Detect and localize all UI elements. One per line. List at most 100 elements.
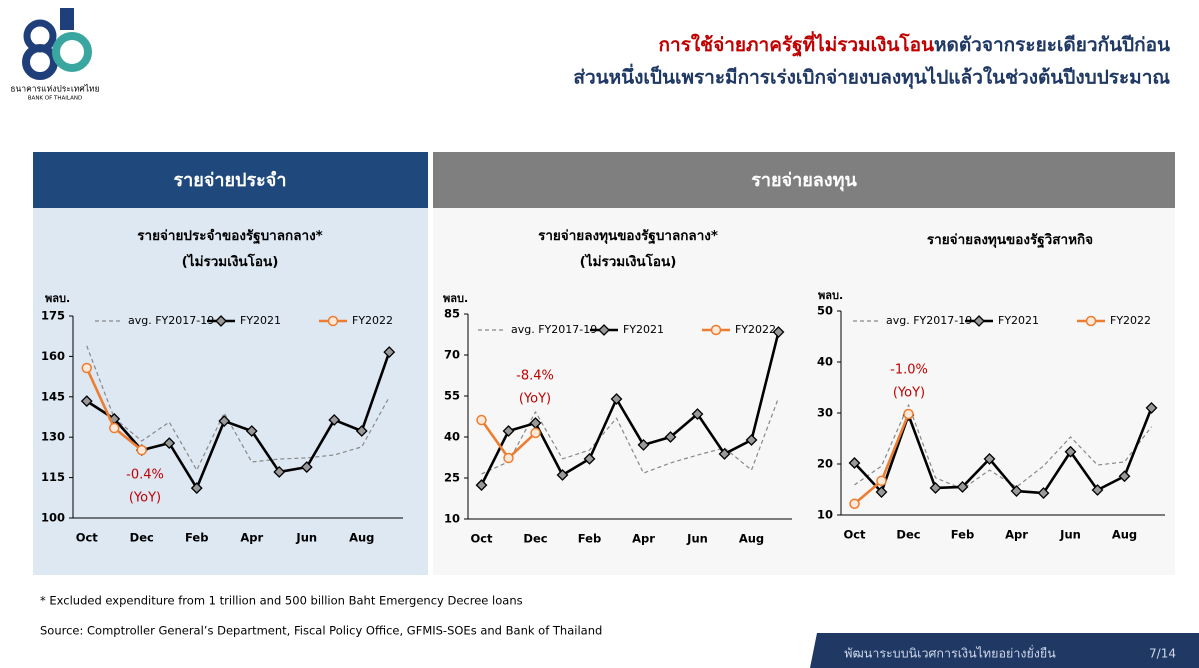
chart-title: รายจ่ายลงทุนของรัฐวิสาหกิจ bbox=[927, 232, 1093, 249]
y-axis-label: พลบ. bbox=[45, 292, 70, 305]
chart-title: รายจ่ายประจำของรัฐบาลกลาง* bbox=[137, 228, 322, 245]
title-red: การใช้จ่ายภาครัฐที่ไม่รวมเงินโอน bbox=[659, 31, 934, 58]
source: Source: Comptroller General’s Department… bbox=[40, 624, 602, 638]
y-tick-label: 10 bbox=[817, 508, 833, 522]
x-tick-label: Dec bbox=[130, 531, 154, 545]
y-tick-label: 40 bbox=[817, 355, 833, 369]
x-tick-label: Apr bbox=[240, 531, 263, 545]
marker bbox=[956, 481, 969, 493]
marker bbox=[109, 422, 120, 434]
logo-subtext: BANK OF THAILAND bbox=[28, 96, 82, 102]
marker bbox=[81, 362, 92, 374]
y-axis-label: พลบ. bbox=[443, 292, 468, 305]
panel-bg bbox=[433, 208, 1175, 575]
marker bbox=[556, 469, 569, 481]
x-tick-label: Dec bbox=[896, 528, 920, 542]
series-line bbox=[854, 404, 1152, 490]
panel-title: รายจ่ายลงทุน bbox=[751, 170, 857, 192]
y-tick-label: 20 bbox=[817, 457, 833, 471]
legend-marker bbox=[215, 315, 227, 327]
annotation: (YoY) bbox=[129, 491, 161, 506]
y-tick-label: 175 bbox=[41, 309, 65, 323]
y-tick-label: 30 bbox=[817, 406, 833, 420]
marker bbox=[1145, 401, 1158, 414]
marker bbox=[610, 393, 623, 405]
slide-subtitle: ส่วนหนึ่งเป็นเพราะมีการเร่งเบิกจ่ายงบลงท… bbox=[573, 64, 1170, 90]
marker bbox=[502, 425, 515, 437]
legend-label: FY2021 bbox=[240, 314, 281, 327]
x-tick-label: Aug bbox=[349, 531, 374, 545]
legend-label: avg. FY2017-19 bbox=[886, 314, 972, 327]
legend-label: avg. FY2017-19 bbox=[128, 314, 214, 327]
legend-marker bbox=[710, 324, 722, 336]
x-tick-label: Apr bbox=[1005, 528, 1028, 542]
marker bbox=[1010, 485, 1023, 497]
legend-marker bbox=[598, 324, 610, 336]
x-tick-label: Dec bbox=[523, 532, 547, 546]
x-tick-label: Oct bbox=[843, 528, 866, 542]
y-tick-label: 115 bbox=[41, 470, 65, 484]
footer-slogan: พัฒนาระบบนิเวศการเงินไทยอย่างยั่งยืน bbox=[844, 645, 1056, 661]
y-tick-label: 160 bbox=[41, 349, 65, 363]
legend-marker bbox=[1085, 315, 1097, 327]
logo-text: ธนาคารแห่งประเทศไทย bbox=[10, 84, 99, 95]
legend-label: FY2021 bbox=[998, 314, 1039, 327]
legend-label: FY2022 bbox=[1110, 314, 1151, 327]
slide-title: การใช้จ่ายภาครัฐที่ไม่รวมเงินโอนหดตัวจาก… bbox=[659, 31, 1170, 58]
marker bbox=[664, 431, 677, 443]
marker bbox=[637, 439, 650, 451]
annotation: (YoY) bbox=[893, 386, 925, 401]
footnote: * Excluded expenditure from 1 trillion a… bbox=[40, 594, 523, 608]
marker bbox=[903, 408, 914, 420]
marker bbox=[848, 457, 861, 469]
marker bbox=[80, 395, 93, 408]
series-line bbox=[481, 397, 780, 475]
marker bbox=[849, 498, 860, 510]
marker bbox=[300, 461, 313, 474]
x-tick-label: Jun bbox=[686, 532, 708, 546]
logo: ธนาคารแห่งประเทศไทย BANK OF THAILAND bbox=[10, 8, 100, 102]
legend-label: avg. FY2017-19 bbox=[511, 323, 597, 336]
annotation: -1.0% bbox=[890, 363, 928, 378]
marker bbox=[875, 486, 888, 498]
x-tick-label: Oct bbox=[76, 531, 99, 545]
marker bbox=[218, 415, 231, 427]
y-tick-label: 85 bbox=[444, 307, 460, 321]
marker bbox=[772, 326, 785, 338]
annotation: -8.4% bbox=[516, 369, 554, 384]
x-tick-label: Feb bbox=[578, 532, 601, 546]
marker bbox=[929, 482, 942, 494]
marker bbox=[583, 452, 596, 465]
series-line bbox=[86, 345, 390, 471]
marker bbox=[476, 414, 487, 426]
legend-marker bbox=[327, 315, 339, 327]
marker bbox=[876, 475, 887, 487]
y-tick-label: 40 bbox=[444, 430, 460, 444]
marker bbox=[163, 437, 176, 450]
legend-marker bbox=[973, 315, 985, 327]
panel-header bbox=[433, 152, 1175, 208]
x-tick-label: Aug bbox=[739, 532, 764, 546]
chart-title: (ไม่รวมเงินโอน) bbox=[580, 252, 677, 270]
marker bbox=[383, 346, 396, 359]
marker bbox=[503, 452, 514, 464]
y-tick-label: 100 bbox=[41, 511, 65, 525]
panel-title: รายจ่ายประจำ bbox=[174, 170, 287, 191]
marker bbox=[136, 444, 147, 456]
x-tick-label: Feb bbox=[185, 531, 208, 545]
x-tick-label: Feb bbox=[951, 528, 974, 542]
marker bbox=[1118, 470, 1131, 483]
y-tick-label: 70 bbox=[444, 348, 460, 362]
y-axis-label: พลบ. bbox=[818, 289, 843, 302]
marker bbox=[355, 425, 368, 437]
marker bbox=[1037, 487, 1050, 499]
panel-header bbox=[33, 152, 428, 208]
x-tick-label: Jun bbox=[295, 531, 317, 545]
title-rest: หดตัวจากระยะเดียวกันปีก่อน bbox=[934, 34, 1170, 56]
legend-label: FY2021 bbox=[623, 323, 664, 336]
marker bbox=[1091, 484, 1104, 496]
legend-label: FY2022 bbox=[735, 323, 776, 336]
footer-bar bbox=[810, 633, 1199, 668]
marker bbox=[1064, 445, 1077, 458]
y-tick-label: 10 bbox=[444, 512, 460, 526]
